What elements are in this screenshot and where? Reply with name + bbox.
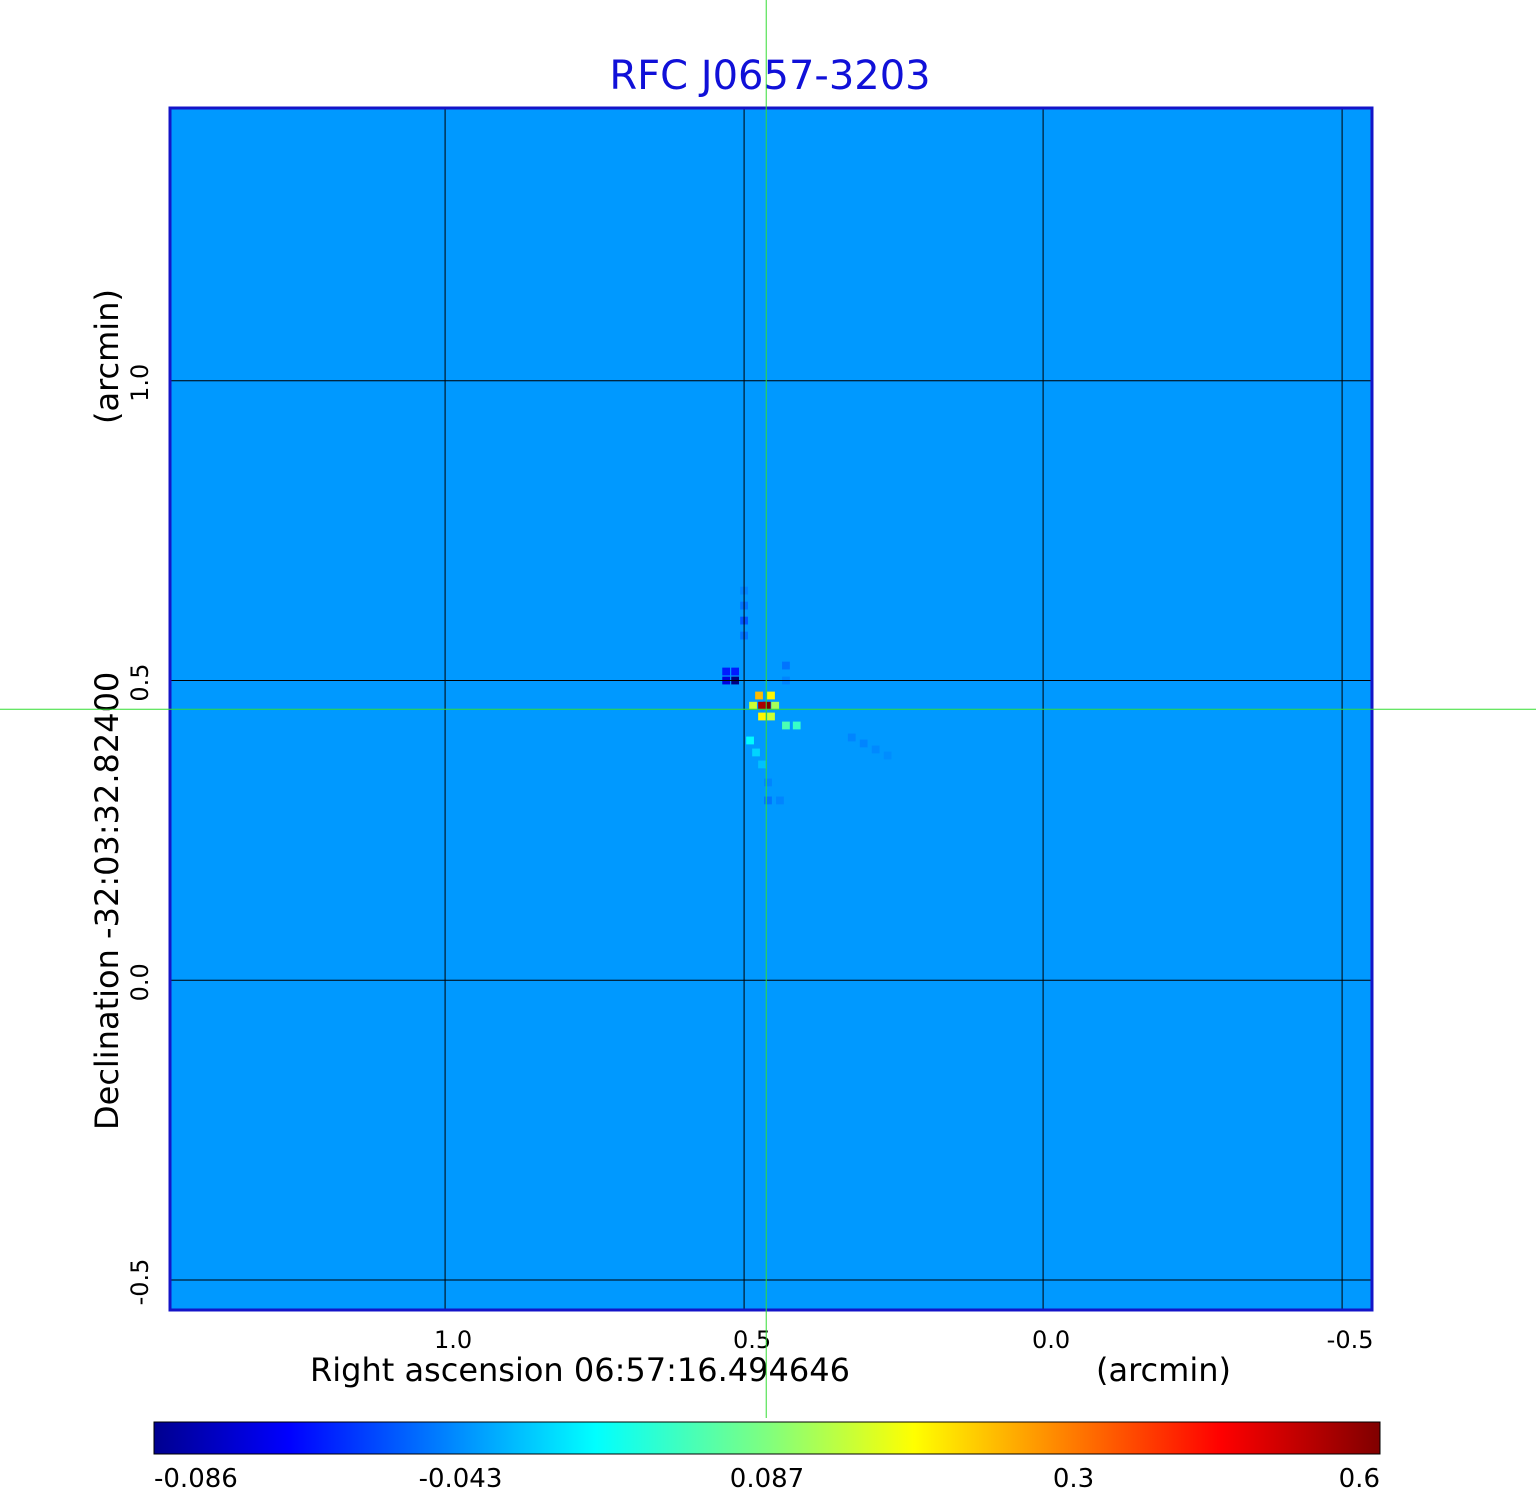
emission-pixel	[731, 667, 740, 676]
y-tick-label: 0.5	[126, 663, 154, 701]
colorbar-tick-label: 0.087	[730, 1464, 804, 1494]
emission-pixel	[762, 701, 771, 710]
emission-pixel	[776, 796, 784, 805]
emission-pixel	[767, 712, 775, 721]
emission-pixel	[792, 721, 801, 730]
y-axis-unit: (arcmin)	[88, 289, 126, 424]
emission-pixel	[755, 691, 763, 700]
y-tick-label: -0.5	[126, 1259, 154, 1306]
x-tick-label: 1.0	[434, 1326, 472, 1354]
x-axis-label: Right ascension 06:57:16.494646	[310, 1351, 850, 1389]
emission-pixel	[752, 748, 760, 757]
emission-pixel	[764, 796, 772, 805]
x-tick-label: 0.0	[1032, 1326, 1070, 1354]
emission-pixel	[782, 721, 790, 730]
colorbar-tick-label: 0.6	[1339, 1464, 1380, 1494]
colorbar	[153, 1421, 1381, 1455]
chart-title: RFC J0657-3203	[609, 53, 930, 99]
emission-pixel	[758, 701, 766, 710]
x-tick-labels: 1.0 0.5 0.0 -0.5	[434, 1326, 1374, 1354]
emission-pixel	[746, 736, 754, 745]
x-axis-unit: (arcmin)	[1096, 1351, 1231, 1389]
emission-pixel	[758, 712, 766, 721]
emission-pixel	[749, 701, 757, 710]
colorbar-tick-label: -0.086	[154, 1464, 238, 1494]
colorbar-tick-label: -0.043	[419, 1464, 503, 1494]
colorbar-tick-label: 0.3	[1053, 1464, 1094, 1494]
x-tick-label: 0.5	[733, 1326, 771, 1354]
emission-pixel	[782, 661, 790, 670]
crosshair	[0, 0, 1536, 1418]
emission-pixel	[859, 739, 868, 748]
emission-pixel	[758, 760, 766, 769]
y-tick-label: 0.0	[126, 963, 154, 1001]
emission-pixel	[764, 778, 772, 787]
emission-pixel	[847, 733, 856, 742]
emission-pixel	[767, 691, 775, 700]
y-tick-label: 1.0	[126, 364, 154, 402]
emission-pixel	[883, 751, 892, 760]
emission-pixel	[871, 745, 880, 754]
emission-pixel	[722, 667, 731, 676]
y-tick-labels: 1.0 0.5 0.0 -0.5	[126, 364, 154, 1306]
x-tick-label: -0.5	[1327, 1326, 1374, 1354]
y-axis-label: Declination -32:03:32.82400	[88, 672, 126, 1130]
emission-pixel	[771, 701, 780, 710]
colorbar-tick-labels: -0.086 -0.043 0.087 0.3 0.6	[154, 1464, 1380, 1494]
